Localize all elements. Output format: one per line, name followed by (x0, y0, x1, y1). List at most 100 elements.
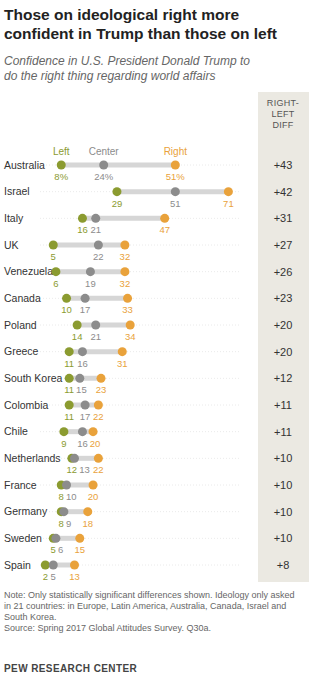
category-label: Netherlands (4, 452, 61, 464)
category-label: Spain (4, 559, 31, 571)
category-label: Italy (4, 212, 24, 224)
diff-value: +23 (274, 292, 293, 304)
data-label: 17 (80, 304, 91, 315)
dot (120, 267, 129, 276)
data-label: 11 (64, 411, 74, 422)
dot (65, 401, 74, 410)
category-label: France (4, 479, 37, 491)
range-bar (53, 243, 125, 248)
data-label: 20 (90, 438, 101, 449)
dot (62, 294, 71, 303)
category-label: Poland (4, 319, 37, 331)
dot (97, 374, 106, 383)
data-label: 16 (77, 224, 88, 235)
dot (41, 561, 50, 570)
dot (99, 161, 108, 170)
diff-value: +42 (274, 186, 293, 198)
data-label: 9 (61, 438, 66, 449)
data-label: 10 (61, 304, 72, 315)
dot (49, 561, 58, 570)
category-label: Colombia (4, 399, 49, 411)
dot (51, 267, 60, 276)
dot (89, 427, 98, 436)
data-label: 16 (77, 438, 88, 449)
dot (112, 187, 121, 196)
data-label: 15 (75, 544, 86, 555)
category-label: Sweden (4, 532, 42, 544)
diff-column-bg (258, 92, 309, 582)
dot (51, 534, 60, 543)
category-label: UK (4, 239, 19, 251)
data-label: 32 (120, 251, 131, 262)
dot (83, 507, 92, 516)
row-line (40, 431, 239, 432)
dot (94, 401, 103, 410)
dot (65, 374, 74, 383)
chart: Those on ideological right moreconfident… (0, 0, 309, 687)
dot (70, 454, 79, 463)
dot (62, 481, 71, 490)
dot (73, 321, 82, 330)
category-label: Germany (4, 505, 48, 517)
dot (59, 507, 68, 516)
range-bar (67, 296, 128, 301)
data-label: 32 (120, 278, 131, 289)
category-label: Chile (4, 425, 28, 437)
category-label: Venezuela (4, 265, 53, 277)
dot (224, 187, 233, 196)
dot (91, 214, 100, 223)
diff-value: +10 (274, 452, 293, 464)
data-label: 5 (51, 571, 56, 582)
diff-value: +26 (274, 266, 293, 278)
dot (86, 267, 95, 276)
diff-value: +10 (274, 506, 293, 518)
row-line (40, 165, 239, 166)
category-label: Australia (4, 159, 45, 171)
dot (70, 561, 79, 570)
range-bar (61, 163, 175, 168)
data-label: 6 (53, 278, 58, 289)
data-label: 47 (159, 224, 170, 235)
data-labels: 8%24%51%29517116214752232619321017331421… (43, 171, 234, 582)
dot (81, 401, 90, 410)
row-line (40, 538, 239, 539)
data-label: 24% (94, 171, 114, 182)
row-line (40, 565, 239, 566)
data-label: 11 (64, 384, 74, 395)
dot (89, 481, 98, 490)
data-label: 34 (125, 331, 136, 342)
data-label: 10 (66, 491, 77, 502)
data-label: 14 (72, 331, 83, 342)
diff-value: +31 (274, 212, 293, 224)
range-bar (69, 349, 122, 354)
diff-values: +43+42+31+27+26+23+20+20+12+11+11+10+10+… (274, 159, 293, 571)
credit: PEW RESEARCH CENTER (4, 663, 138, 674)
note: Note: Only statistically significant dif… (4, 590, 294, 622)
dot (57, 161, 66, 170)
note: Source: Spring 2017 Global Attitudes Sur… (4, 623, 211, 633)
diff-value: +27 (274, 239, 293, 251)
category-label: Greece (4, 345, 39, 357)
legend: LeftCenterRight (53, 146, 187, 157)
row-line (40, 511, 239, 512)
legend-label: Center (89, 146, 120, 157)
dot (171, 161, 180, 170)
diff-value: +8 (277, 559, 290, 571)
dot (78, 214, 87, 223)
row-line (40, 191, 239, 192)
dot (160, 214, 169, 223)
data-label: 8% (54, 171, 68, 182)
diff-value: +10 (274, 479, 293, 491)
diff-value: +10 (274, 532, 293, 544)
data-label: 6 (58, 544, 63, 555)
dot (118, 347, 127, 356)
diff-value: +11 (274, 399, 292, 411)
data-label: 18 (82, 518, 93, 529)
diff-value: +12 (274, 372, 293, 384)
data-label: 22 (93, 411, 104, 422)
diff-header: RIGHT-LEFTDIFF (267, 98, 299, 130)
category-label: South Korea (4, 372, 63, 384)
dot (81, 294, 90, 303)
data-label: 9 (66, 518, 71, 529)
data-label: 33 (122, 304, 133, 315)
